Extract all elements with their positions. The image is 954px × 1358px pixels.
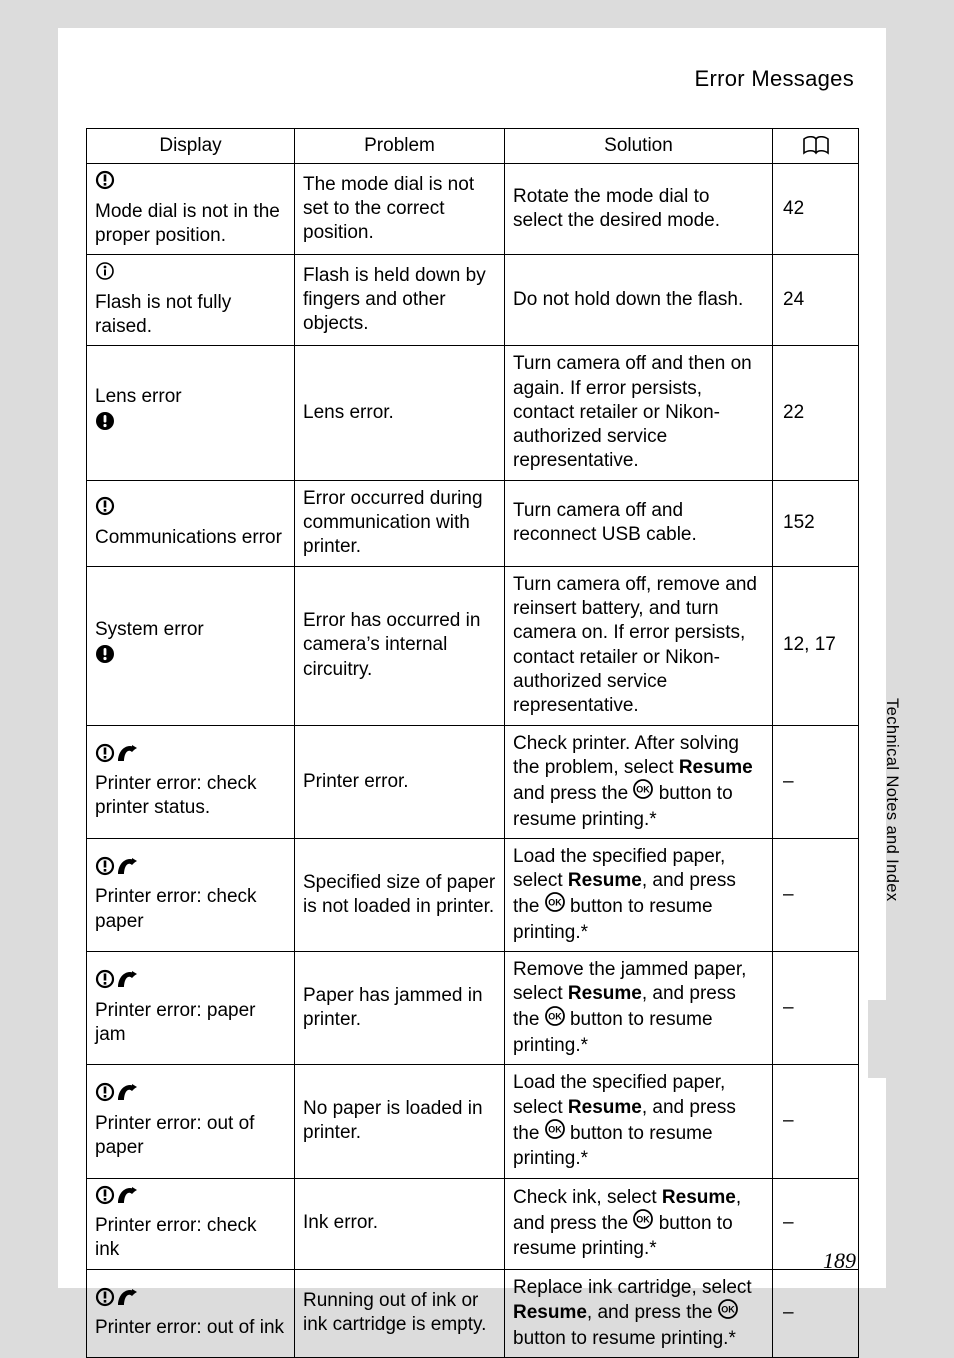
cell-display: System error <box>87 566 295 725</box>
warning-circle-icon <box>95 170 115 197</box>
info-circle-icon <box>95 261 115 288</box>
ok-button-icon: OK <box>633 779 653 806</box>
cell-problem: Error has occurred in camera’s internal … <box>295 566 505 725</box>
cell-solution: Check ink, select Resume, and press the … <box>505 1178 773 1269</box>
cell-problem: Lens error. <box>295 346 505 481</box>
side-tab-label: Technical Notes and Index <box>871 698 901 993</box>
ok-button-icon: OK <box>633 1209 653 1236</box>
svg-text:OK: OK <box>548 1124 562 1134</box>
warning-circle-icon <box>95 1185 115 1212</box>
cell-problem: Specified size of paper is not loaded in… <box>295 838 505 951</box>
cell-pageref: – <box>773 1065 859 1178</box>
cell-solution: Load the specified paper, select Resume,… <box>505 838 773 951</box>
table-row: System errorError has occurred in camera… <box>87 566 859 725</box>
manual-page: Error Messages Display Problem Solution … <box>58 28 886 1288</box>
warning-circle-icon <box>95 1287 115 1314</box>
cell-pageref: – <box>773 725 859 838</box>
table-row: Communications errorError occurred durin… <box>87 480 859 566</box>
cell-problem: Paper has jammed in printer. <box>295 952 505 1065</box>
svg-text:OK: OK <box>548 1011 562 1021</box>
table-row: Lens errorLens error.Turn camera off and… <box>87 346 859 481</box>
table-row: Printer error: check paperSpecified size… <box>87 838 859 951</box>
pictbridge-icon <box>115 969 139 996</box>
pictbridge-icon <box>115 1082 139 1109</box>
alert-solid-icon <box>95 411 115 438</box>
table-header-row: Display Problem Solution <box>87 129 859 164</box>
cell-solution: Remove the jammed paper, select Resume, … <box>505 952 773 1065</box>
cell-pageref: 152 <box>773 480 859 566</box>
cell-display: Mode dial is not in the proper position. <box>87 164 295 255</box>
page-number: 189 <box>823 1248 856 1274</box>
ok-button-icon: OK <box>545 1006 565 1033</box>
table-row: Printer error: check inkInk error.Check … <box>87 1178 859 1269</box>
cell-solution: Load the specified paper, select Resume,… <box>505 1065 773 1178</box>
cell-display: Printer error: check ink <box>87 1178 295 1269</box>
ok-button-icon: OK <box>545 892 565 919</box>
cell-solution: Check printer. After solving the problem… <box>505 725 773 838</box>
cell-problem: Running out of ink or ink cartridge is e… <box>295 1269 505 1358</box>
cell-pageref: 12, 17 <box>773 566 859 725</box>
cell-problem: Printer error. <box>295 725 505 838</box>
warning-circle-icon <box>95 1082 115 1109</box>
cell-display: Printer error: out of paper <box>87 1065 295 1178</box>
section-header: Error Messages <box>695 66 854 92</box>
svg-text:OK: OK <box>637 1214 651 1224</box>
pictbridge-icon <box>115 1287 139 1314</box>
cell-problem: The mode dial is not set to the correct … <box>295 164 505 255</box>
table-row: Printer error: check printer status.Prin… <box>87 725 859 838</box>
cell-display: Printer error: check printer status. <box>87 725 295 838</box>
cell-problem: Error occurred during communication with… <box>295 480 505 566</box>
ok-button-icon: OK <box>545 1119 565 1146</box>
cell-display: Printer error: paper jam <box>87 952 295 1065</box>
cell-solution: Turn camera off, remove and reinsert bat… <box>505 566 773 725</box>
warning-circle-icon <box>95 969 115 996</box>
cell-solution: Do not hold down the flash. <box>505 255 773 346</box>
cell-pageref: – <box>773 838 859 951</box>
cell-solution: Rotate the mode dial to select the desir… <box>505 164 773 255</box>
error-messages-table: Display Problem Solution Mode dial is no… <box>86 128 859 1358</box>
pictbridge-icon <box>115 1185 139 1212</box>
svg-text:OK: OK <box>721 1304 735 1314</box>
book-icon <box>802 136 830 156</box>
cell-display: Lens error <box>87 346 295 481</box>
col-header-pageref <box>773 129 859 164</box>
thumb-index-tab <box>868 1000 904 1078</box>
table-row: Printer error: paper jamPaper has jammed… <box>87 952 859 1065</box>
table-row: Flash is not fully raised.Flash is held … <box>87 255 859 346</box>
warning-circle-icon <box>95 743 115 770</box>
cell-pageref: 42 <box>773 164 859 255</box>
cell-solution: Turn camera off and then on again. If er… <box>505 346 773 481</box>
cell-problem: No paper is loaded in printer. <box>295 1065 505 1178</box>
cell-pageref: 22 <box>773 346 859 481</box>
col-header-problem: Problem <box>295 129 505 164</box>
cell-pageref: 24 <box>773 255 859 346</box>
warning-circle-icon <box>95 856 115 883</box>
cell-display: Printer error: check paper <box>87 838 295 951</box>
cell-problem: Flash is held down by fingers and other … <box>295 255 505 346</box>
cell-display: Communications error <box>87 480 295 566</box>
table-row: Printer error: out of inkRunning out of … <box>87 1269 859 1358</box>
pictbridge-icon <box>115 856 139 883</box>
table-row: Printer error: out of paperNo paper is l… <box>87 1065 859 1178</box>
pictbridge-icon <box>115 743 139 770</box>
warning-circle-icon <box>95 496 115 523</box>
svg-text:OK: OK <box>548 898 562 908</box>
cell-solution: Replace ink cartridge, select Resume, an… <box>505 1269 773 1358</box>
cell-pageref: – <box>773 1269 859 1358</box>
alert-solid-icon <box>95 644 115 671</box>
cell-display: Flash is not fully raised. <box>87 255 295 346</box>
cell-solution: Turn camera off and reconnect USB cable. <box>505 480 773 566</box>
ok-button-icon: OK <box>718 1299 738 1326</box>
cell-pageref: – <box>773 952 859 1065</box>
cell-display: Printer error: out of ink <box>87 1269 295 1358</box>
col-header-display: Display <box>87 129 295 164</box>
svg-text:OK: OK <box>637 785 651 795</box>
table-row: Mode dial is not in the proper position.… <box>87 164 859 255</box>
col-header-solution: Solution <box>505 129 773 164</box>
cell-problem: Ink error. <box>295 1178 505 1269</box>
